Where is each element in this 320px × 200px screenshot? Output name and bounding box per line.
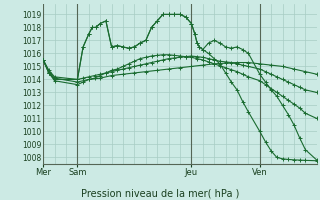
Text: Pression niveau de la mer( hPa ): Pression niveau de la mer( hPa ) [81,188,239,198]
